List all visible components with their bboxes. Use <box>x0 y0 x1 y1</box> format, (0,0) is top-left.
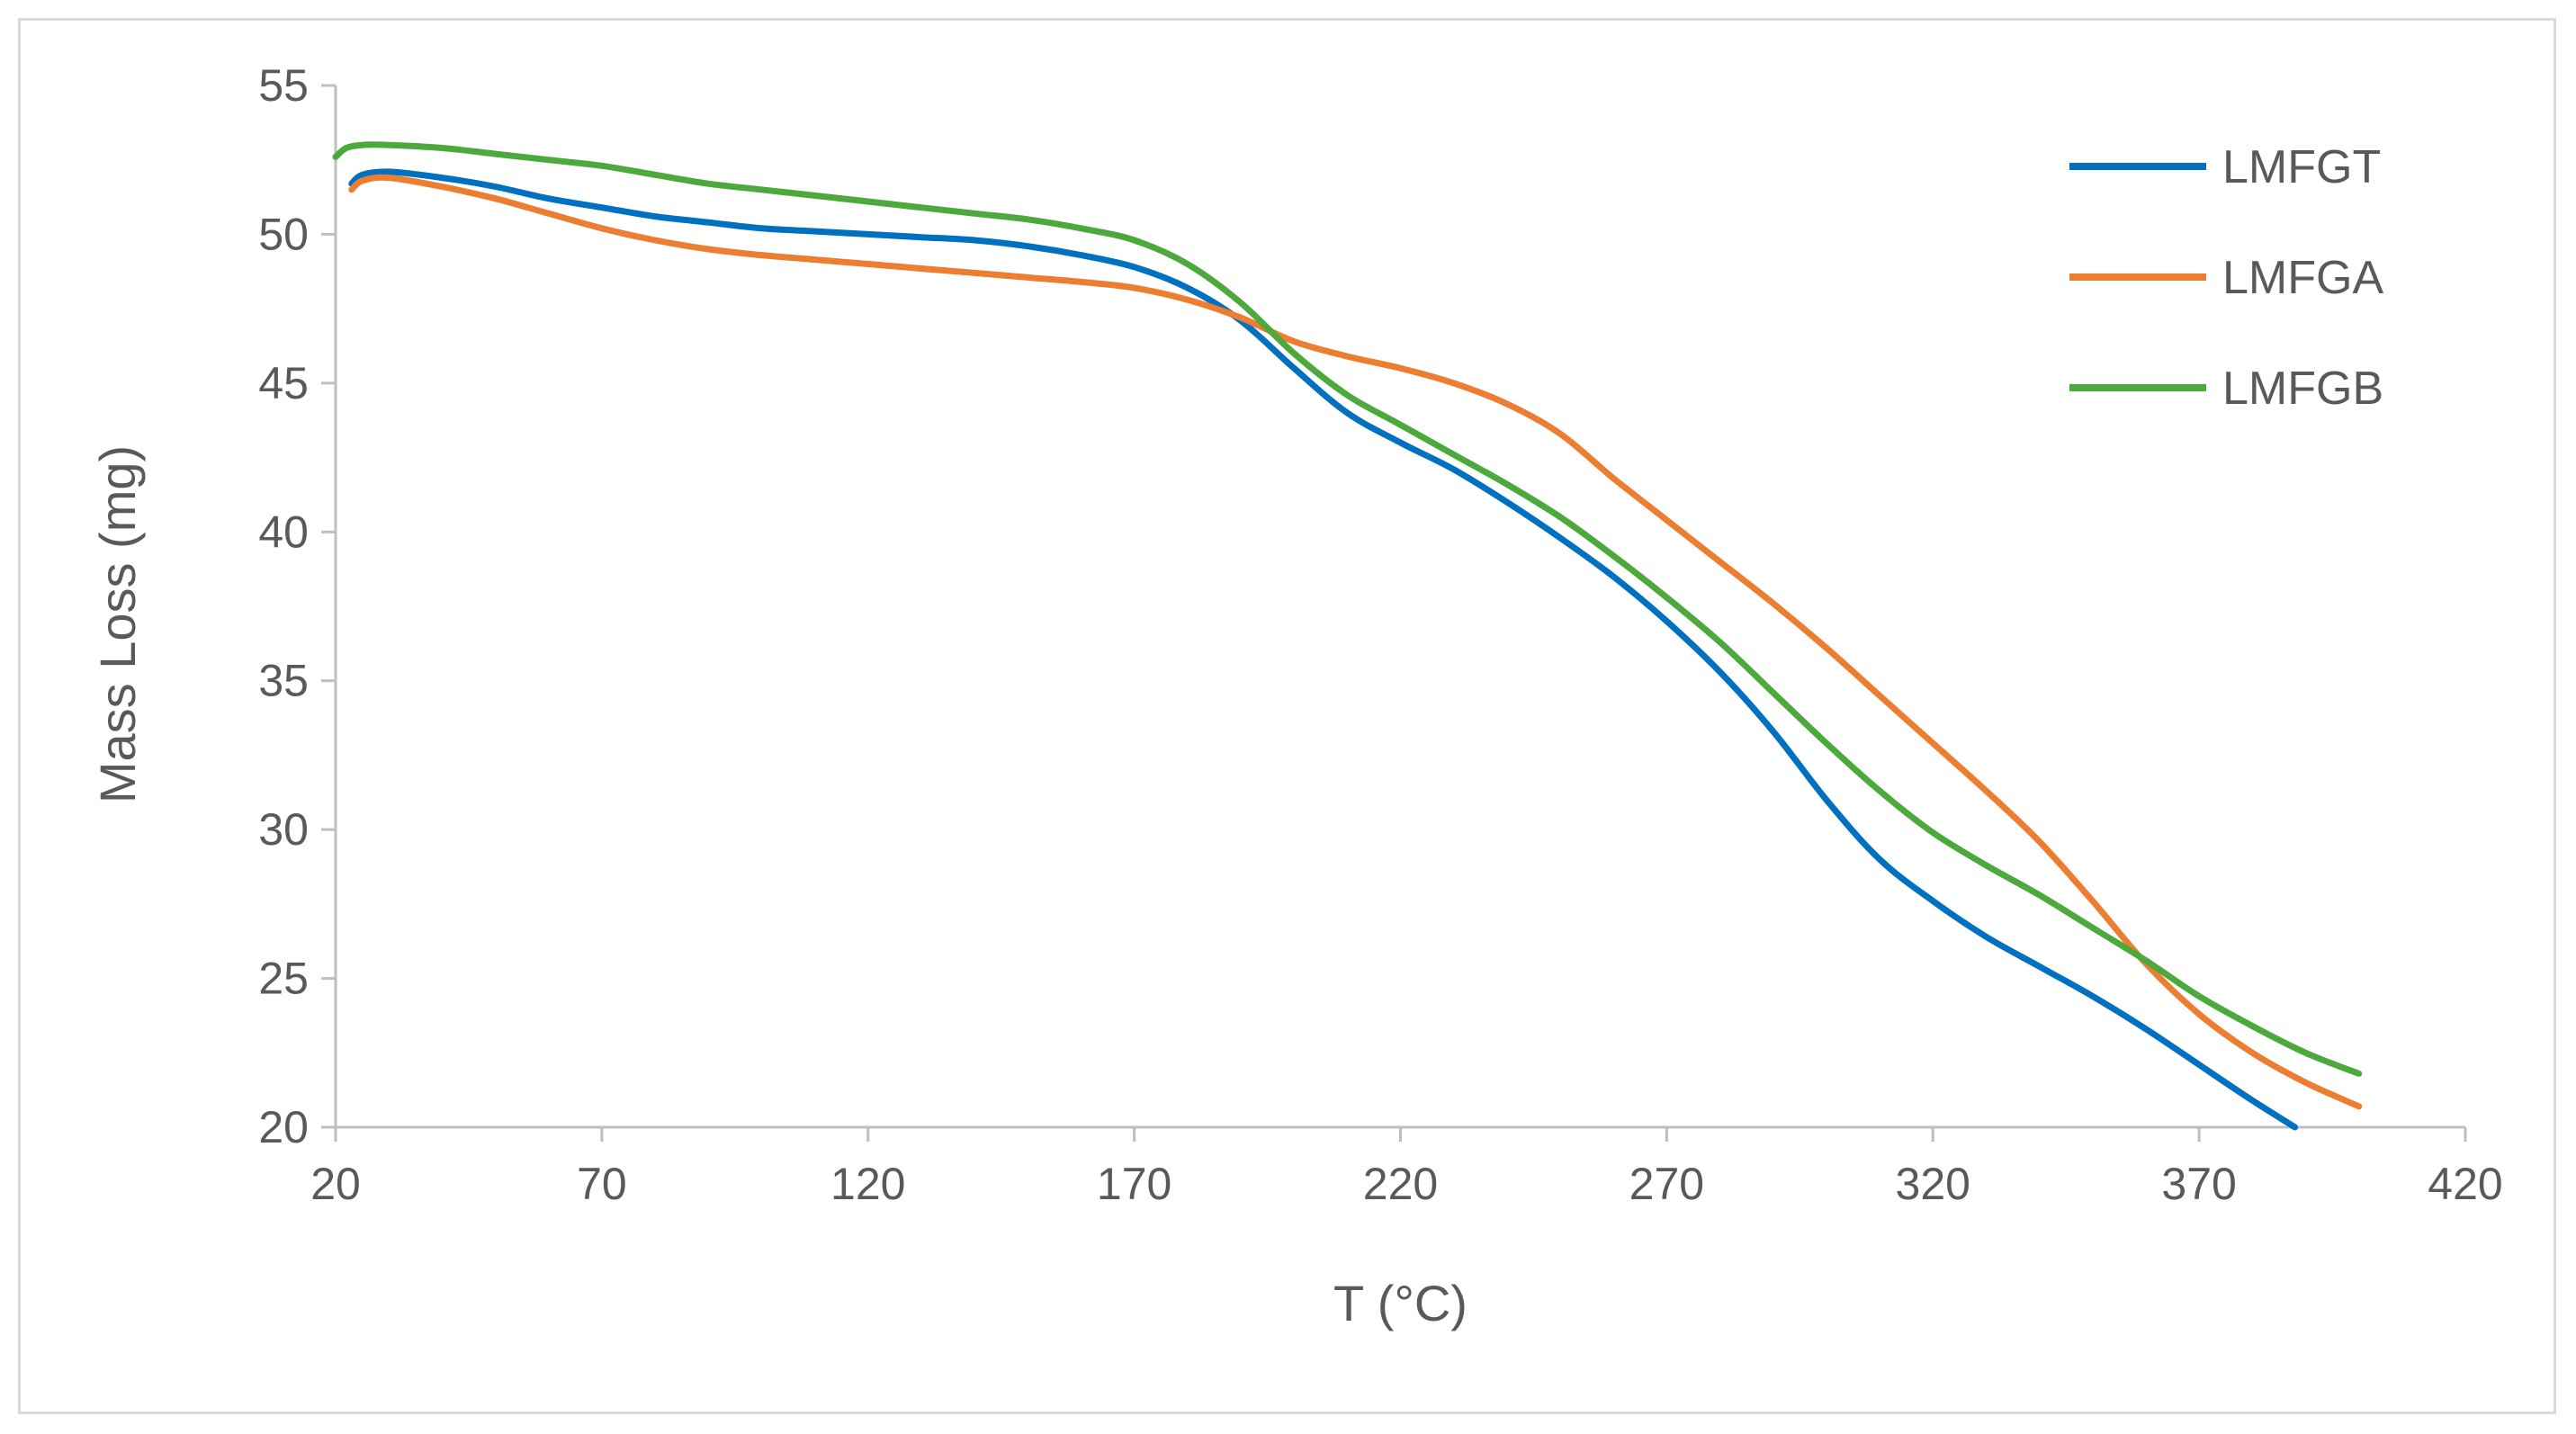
y-tick-label: 30 <box>258 804 309 855</box>
y-axis-title: Mass Loss (mg) <box>89 445 146 803</box>
y-tick-label: 25 <box>258 954 309 1004</box>
x-axis-title: T (°C) <box>1333 1275 1468 1331</box>
x-tick-label: 20 <box>310 1159 361 1209</box>
legend-label-lmfga: LMFGA <box>2222 252 2383 304</box>
y-tick-label: 20 <box>258 1102 309 1152</box>
tick-labels: 20 25 30 35 40 45 50 55 20 70 120 170 220 270 320 370 42… <box>258 60 2502 1209</box>
x-tick-label: 420 <box>2428 1159 2502 1209</box>
x-tick-label: 70 <box>577 1159 627 1209</box>
chart-frame <box>18 18 2556 1414</box>
axes <box>321 84 2467 1142</box>
x-tick-label: 220 <box>1363 1159 1438 1209</box>
y-tick-label: 35 <box>258 656 309 706</box>
y-tick-label: 45 <box>258 358 309 408</box>
y-tick-label: 55 <box>258 60 309 111</box>
series-line-lmfga <box>348 174 2363 1110</box>
x-tick-label: 370 <box>2161 1159 2236 1209</box>
x-tick-label: 170 <box>1097 1159 1171 1209</box>
legend-label-lmfgb: LMFGB <box>2222 363 2383 415</box>
y-tick-label: 50 <box>258 209 309 259</box>
series-line-lmfgb <box>332 141 2363 1077</box>
series-lines <box>332 141 2363 1131</box>
legend: LMFGT LMFGA LMFGB <box>2069 141 2383 415</box>
legend-label-lmfgt: LMFGT <box>2222 141 2381 193</box>
x-tick-label: 320 <box>1896 1159 1970 1209</box>
series-line-lmfgt <box>348 168 2299 1131</box>
x-tick-label: 120 <box>830 1159 905 1209</box>
x-tick-label: 270 <box>1629 1159 1704 1209</box>
y-tick-label: 40 <box>258 506 309 557</box>
